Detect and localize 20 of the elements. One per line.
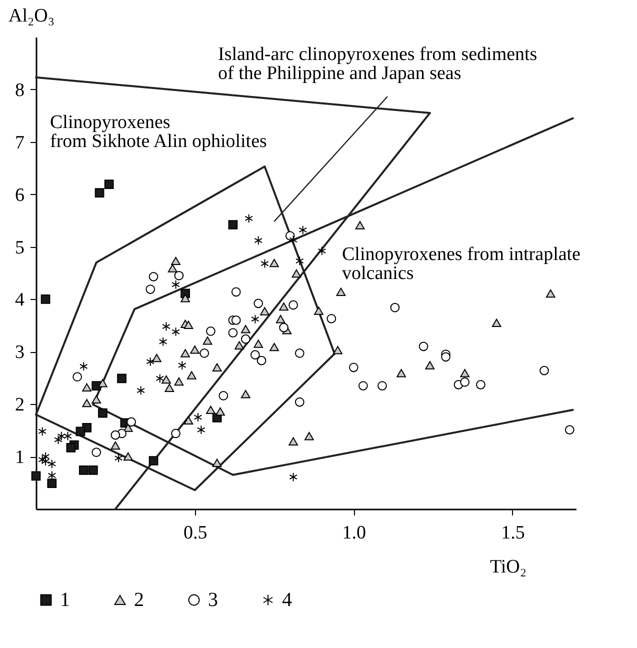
legend-label: 2: [134, 589, 144, 611]
y-tick-label: 7: [15, 132, 24, 154]
annotation: Island-arc clinopyroxenes from sediments of the Philippine and Japan seas: [218, 44, 538, 84]
y-tick-label: 2: [15, 394, 24, 416]
y-tick-label: 3: [15, 342, 24, 364]
x-axis-title: TiO₂: [490, 556, 526, 578]
y-tick-label: 6: [15, 184, 24, 206]
y-tick-label: 1: [15, 447, 24, 468]
annotation: Clinopyroxenes from Sikhote Alin ophiolites: [50, 112, 267, 152]
annotation: Clinopyroxenes from intraplate volcanics: [342, 244, 580, 284]
legend-label: 1: [60, 589, 70, 611]
y-tick-label: 5: [15, 237, 24, 258]
x-tick-label: 0.5: [183, 522, 208, 544]
y-tick-label: 4: [15, 290, 25, 311]
legend-label: 3: [208, 589, 218, 611]
x-tick-label: 1.5: [501, 522, 525, 544]
x-tick-label: 1.0: [342, 522, 366, 544]
y-tick-label: 8: [15, 80, 24, 101]
legend-label: 4: [282, 589, 292, 611]
y-axis-title: Al₂O₃: [8, 6, 54, 26]
